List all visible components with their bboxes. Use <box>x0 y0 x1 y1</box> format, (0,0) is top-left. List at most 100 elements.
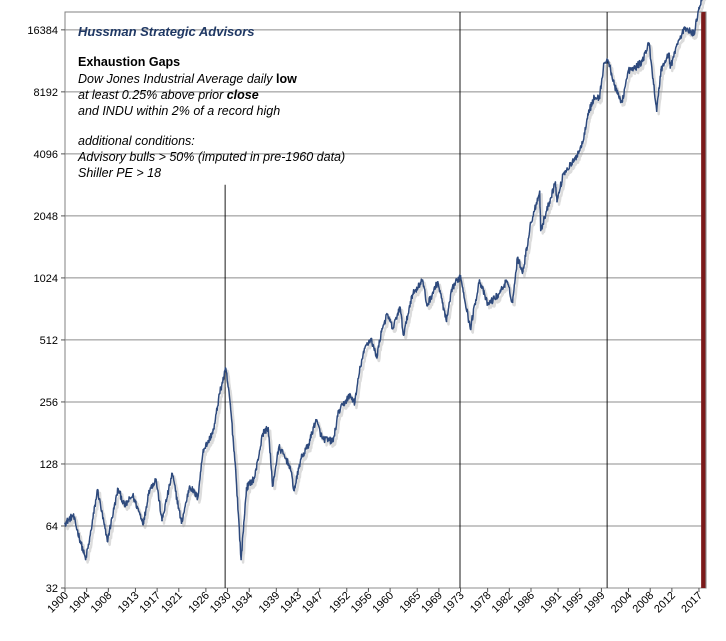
data-point <box>234 468 237 471</box>
data-point <box>451 286 454 289</box>
data-point <box>354 401 356 404</box>
data-point <box>562 172 565 174</box>
x-tick-label: 1913 <box>116 590 142 616</box>
data-point <box>72 514 74 517</box>
data-point <box>581 142 584 145</box>
data-point <box>88 540 91 542</box>
data-point <box>188 485 191 487</box>
x-tick-label: 1930 <box>208 590 234 616</box>
data-point <box>399 306 401 308</box>
x-tick-label: 1943 <box>278 590 304 616</box>
data-point <box>497 293 500 296</box>
data-point <box>299 458 302 461</box>
annotation-line-2: at least 0.25% above prior close <box>78 88 259 102</box>
data-point <box>668 52 670 55</box>
data-point <box>364 344 367 347</box>
x-tick-label: 1952 <box>327 590 353 616</box>
x-tick-label: 1986 <box>511 590 537 616</box>
data-point <box>253 476 256 479</box>
data-point <box>633 68 635 70</box>
data-point <box>332 440 335 443</box>
grid <box>65 29 706 589</box>
data-point <box>676 43 679 45</box>
y-tick-label: 1024 <box>34 273 58 285</box>
data-point <box>402 334 405 337</box>
data-point <box>106 540 109 542</box>
data-point <box>180 522 183 524</box>
y-tick-label: 512 <box>40 335 58 347</box>
x-tick-label: 1904 <box>67 590 93 616</box>
x-tick-label: 1947 <box>300 590 326 616</box>
data-point <box>267 426 270 429</box>
data-point <box>478 279 481 281</box>
event-lines <box>224 12 706 588</box>
y-axis: 32 64 128 256 512 1024 2048 4096 8192 16384 <box>27 25 65 595</box>
data-point <box>655 110 658 112</box>
data-point <box>593 96 596 99</box>
data-point <box>218 393 221 395</box>
data-point <box>392 328 394 330</box>
data-point <box>437 281 439 283</box>
y-tick-label: 16384 <box>27 25 58 37</box>
data-point <box>278 446 280 448</box>
x-tick-label: 1995 <box>560 590 586 616</box>
data-point <box>459 274 462 277</box>
y-tick-label: 4096 <box>34 149 58 161</box>
data-point <box>229 403 232 405</box>
data-point <box>621 101 623 103</box>
x-tick-label: 2008 <box>631 590 657 616</box>
x-tick-label: 1956 <box>349 590 375 616</box>
data-point <box>123 505 126 507</box>
x-tick-label: 1978 <box>468 590 494 616</box>
data-point <box>684 26 687 29</box>
data-point <box>64 522 66 524</box>
annotation-line-3: and INDU within 2% of a record high <box>78 104 280 118</box>
data-point <box>615 89 617 92</box>
data-point <box>315 418 317 421</box>
data-point <box>370 337 372 340</box>
data-point <box>669 67 671 69</box>
data-point <box>359 365 362 368</box>
x-tick-label: 1969 <box>419 590 445 616</box>
data-point <box>321 437 324 440</box>
x-tick-label: 1982 <box>490 590 516 616</box>
plot-area <box>64 11 707 589</box>
data-point <box>171 472 174 475</box>
x-tick-label: 1921 <box>159 590 185 616</box>
annotation-line-6: Shiller PE > 18 <box>78 166 161 180</box>
data-point <box>148 489 150 492</box>
data-point <box>202 449 204 451</box>
data-point <box>648 42 650 45</box>
data-point <box>348 394 351 397</box>
chart-title: Hussman Strategic Advisors <box>78 24 255 39</box>
y-tick-label: 8192 <box>34 87 58 99</box>
data-point <box>641 60 643 63</box>
data-point <box>386 313 389 316</box>
data-point <box>445 320 448 323</box>
data-point <box>627 69 630 72</box>
x-tick-label: 1960 <box>370 590 396 616</box>
data-point <box>131 494 134 497</box>
x-tick-label: 1926 <box>186 590 212 616</box>
data-point <box>96 488 99 491</box>
data-point <box>505 280 508 282</box>
data-point <box>262 432 264 435</box>
data-point <box>607 59 609 61</box>
x-tick-label: 2012 <box>652 590 678 616</box>
data-point <box>84 558 87 561</box>
x-tick-label: 1973 <box>441 590 467 616</box>
x-tick-label: 1934 <box>230 590 256 616</box>
data-point <box>240 558 242 561</box>
data-point <box>245 487 248 489</box>
data-point <box>698 6 700 9</box>
data-point <box>573 159 576 162</box>
data-point <box>225 368 227 370</box>
data-point <box>426 305 428 307</box>
data-point <box>142 522 145 524</box>
y-tick-label: 256 <box>40 397 58 409</box>
data-point <box>538 190 541 192</box>
data-point <box>486 303 489 306</box>
x-tick-label: 1939 <box>257 590 283 616</box>
data-point <box>421 279 424 281</box>
